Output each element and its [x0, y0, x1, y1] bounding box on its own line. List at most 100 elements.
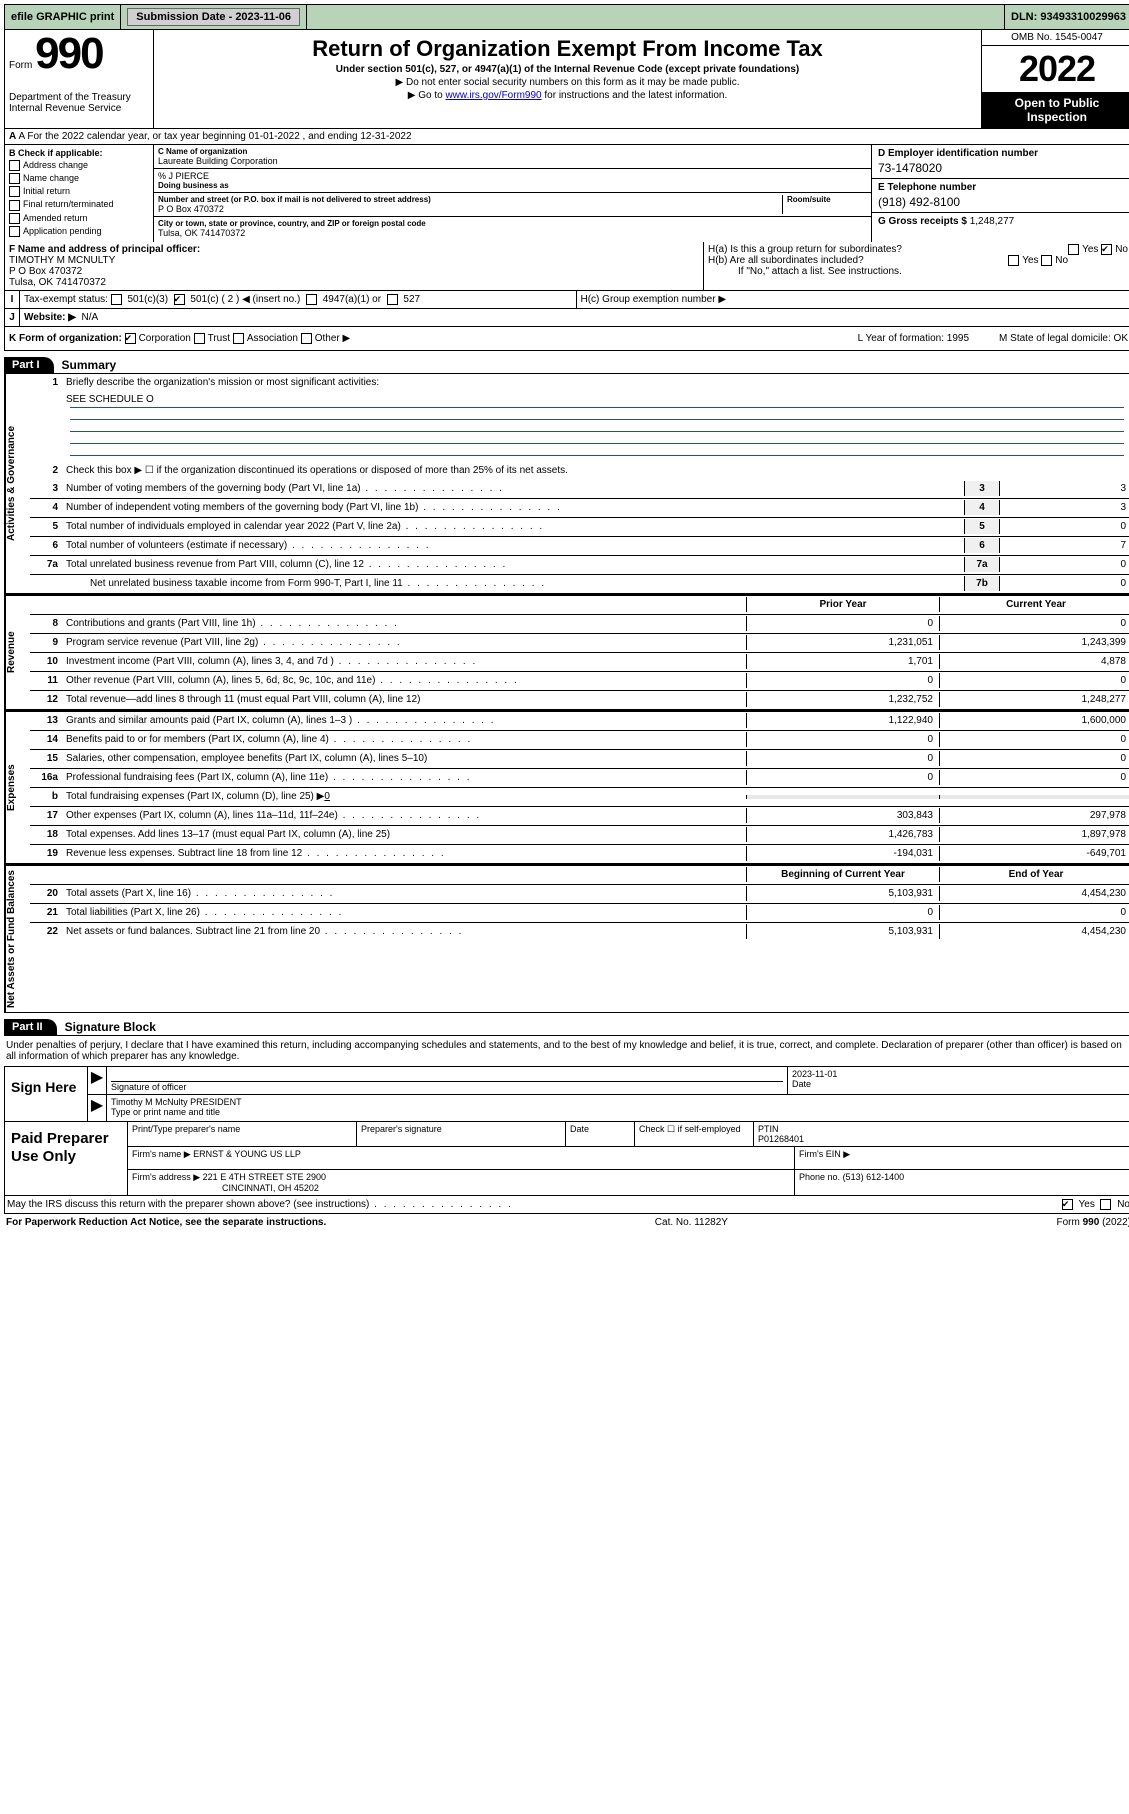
check-application-pending[interactable]	[9, 226, 20, 237]
rev-c9: 1,243,399	[939, 635, 1129, 650]
box-d-e-g: D Employer identification number 73-1478…	[871, 145, 1129, 242]
check-other[interactable]	[301, 333, 312, 344]
exp-16b-val: 0	[324, 791, 330, 802]
form-label: Form	[9, 60, 32, 71]
row-j: J Website: ▶ N/A	[4, 309, 1129, 327]
tax-year: 2022	[982, 46, 1129, 92]
line-a: A A For the 2022 calendar year, or tax y…	[4, 129, 1129, 145]
val-4: 3	[999, 500, 1129, 515]
rev-p12: 1,232,752	[746, 692, 939, 707]
efile-label: efile GRAPHIC print	[5, 5, 121, 29]
part1-header: Part I Summary	[4, 357, 1129, 373]
firm-addr2: CINCINNATI, OH 45202	[132, 1183, 319, 1193]
exp-c14: 0	[939, 732, 1129, 747]
ein: 73-1478020	[878, 159, 1126, 175]
care-of: % J PIERCE	[158, 171, 867, 181]
net-e22: 4,454,230	[939, 924, 1129, 939]
irs-label: Internal Revenue Service	[9, 103, 149, 114]
city-state-zip: Tulsa, OK 741470372	[158, 228, 867, 238]
rev-c12: 1,248,277	[939, 692, 1129, 707]
rev-p11: 0	[746, 673, 939, 688]
check-association[interactable]	[233, 333, 244, 344]
submission-date-button[interactable]: Submission Date - 2023-11-06	[127, 8, 300, 26]
check-name-change[interactable]	[9, 173, 20, 184]
val-6: 7	[999, 538, 1129, 553]
vtab-revenue: Revenue	[5, 596, 30, 709]
firm-name: ERNST & YOUNG US LLP	[193, 1149, 301, 1159]
form-title: Return of Organization Exempt From Incom…	[162, 36, 973, 62]
goto-line: ▶ Go to www.irs.gov/Form990 for instruct…	[162, 90, 973, 101]
net-b20: 5,103,931	[746, 886, 939, 901]
net-b21: 0	[746, 905, 939, 920]
val-7a: 0	[999, 557, 1129, 572]
net-b22: 5,103,931	[746, 924, 939, 939]
check-trust[interactable]	[194, 333, 205, 344]
rev-p9: 1,231,051	[746, 635, 939, 650]
sig-intro: Under penalties of perjury, I declare th…	[4, 1035, 1129, 1066]
check-discuss-no[interactable]	[1100, 1199, 1111, 1210]
check-hb-no[interactable]	[1041, 255, 1052, 266]
paid-preparer-block: Paid Preparer Use Only Print/Type prepar…	[4, 1122, 1129, 1196]
irs-link[interactable]: www.irs.gov/Form990	[445, 90, 541, 101]
check-initial-return[interactable]	[9, 186, 20, 197]
website-value: N/A	[82, 312, 99, 323]
dln-label: DLN: 93493310029963	[1005, 5, 1129, 29]
inspection-badge: Open to Public Inspection	[982, 92, 1129, 128]
exp-c13: 1,600,000	[939, 713, 1129, 728]
netassets-section: Net Assets or Fund Balances Beginning of…	[4, 864, 1129, 1013]
rev-c10: 4,878	[939, 654, 1129, 669]
exp-c15: 0	[939, 751, 1129, 766]
row-i: I Tax-exempt status: 501(c)(3) 501(c) ( …	[4, 291, 1129, 309]
gross-receipts: 1,248,277	[970, 216, 1015, 227]
vtab-netassets: Net Assets or Fund Balances	[5, 866, 30, 1012]
check-address-change[interactable]	[9, 160, 20, 171]
ssn-notice: ▶ Do not enter social security numbers o…	[162, 77, 973, 88]
check-527[interactable]	[387, 294, 398, 305]
check-501c3[interactable]	[111, 294, 122, 305]
check-501c[interactable]	[174, 294, 185, 305]
net-e20: 4,454,230	[939, 886, 1129, 901]
omb-number: OMB No. 1545-0047	[982, 30, 1129, 46]
rev-p8: 0	[746, 616, 939, 631]
rev-c11: 0	[939, 673, 1129, 688]
governance-section: Activities & Governance 1Briefly describ…	[4, 373, 1129, 594]
firm-phone: (513) 612-1400	[843, 1172, 905, 1182]
sig-date: 2023-11-01	[792, 1069, 1128, 1079]
exp-p16a: 0	[746, 770, 939, 785]
sign-here-block: Sign Here ▶ Signature of officer 2023-11…	[4, 1066, 1129, 1122]
dept-label: Department of the Treasury	[9, 92, 149, 103]
check-amended-return[interactable]	[9, 213, 20, 224]
check-ha-no[interactable]	[1101, 244, 1112, 255]
rev-p10: 1,701	[746, 654, 939, 669]
exp-p15: 0	[746, 751, 939, 766]
check-corporation[interactable]	[125, 333, 136, 344]
check-discuss-yes[interactable]	[1062, 1199, 1073, 1210]
phone: (918) 492-8100	[878, 193, 1126, 209]
form-footer: Form 990 (2022)	[1057, 1217, 1129, 1228]
exp-p18: 1,426,783	[746, 827, 939, 842]
exp-p13: 1,122,940	[746, 713, 939, 728]
form-number: 990	[35, 29, 102, 78]
exp-p14: 0	[746, 732, 939, 747]
exp-p17: 303,843	[746, 808, 939, 823]
street-address: P O Box 470372	[158, 204, 782, 214]
box-b: B Check if applicable: Address change Na…	[5, 145, 154, 242]
val-5: 0	[999, 519, 1129, 534]
exp-p19: -194,031	[746, 846, 939, 861]
check-final-return[interactable]	[9, 200, 20, 211]
discuss-row: May the IRS discuss this return with the…	[4, 1196, 1129, 1214]
check-hb-yes[interactable]	[1008, 255, 1019, 266]
form-header: Form 990 Department of the Treasury Inte…	[4, 30, 1129, 129]
expenses-section: Expenses 13Grants and similar amounts pa…	[4, 710, 1129, 864]
officer-printed-name: Timothy M McNulty PRESIDENT	[111, 1097, 1128, 1107]
topbar: efile GRAPHIC print Submission Date - 20…	[4, 4, 1129, 30]
check-4947[interactable]	[306, 294, 317, 305]
val-3: 3	[999, 481, 1129, 496]
state-domicile: M State of legal domicile: OK	[999, 333, 1128, 344]
vtab-governance: Activities & Governance	[5, 374, 30, 593]
check-ha-yes[interactable]	[1068, 244, 1079, 255]
form-subtitle: Under section 501(c), 527, or 4947(a)(1)…	[162, 64, 973, 75]
val-7b: 0	[999, 576, 1129, 591]
exp-c18: 1,897,978	[939, 827, 1129, 842]
row-k: K Form of organization: Corporation Trus…	[4, 327, 1129, 351]
